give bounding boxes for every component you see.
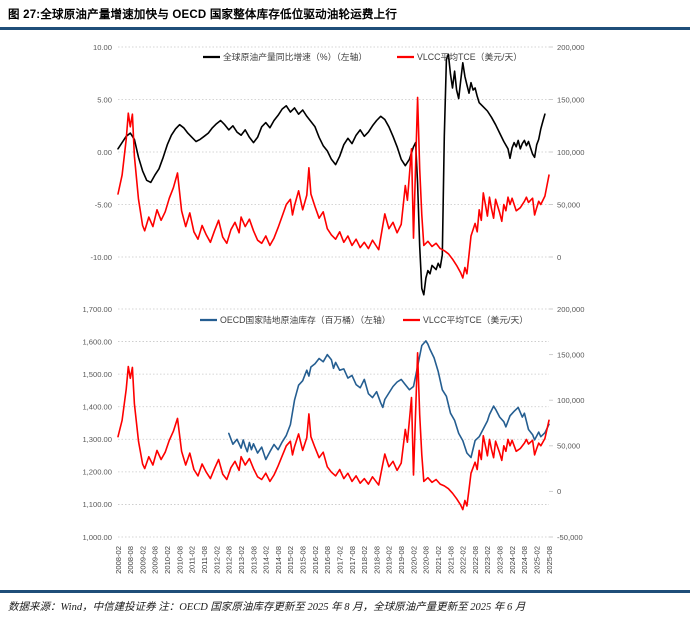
y-axis-tick-right: 200,000 xyxy=(557,43,584,52)
x-axis-tick: 2016-02 xyxy=(311,546,320,574)
x-axis-tick: 2014-08 xyxy=(274,546,283,574)
x-axis-tick: 2022-08 xyxy=(471,546,480,574)
x-axis-tick: 2019-08 xyxy=(397,546,406,574)
y-axis-tick-left: 10.00 xyxy=(93,43,112,52)
x-axis-tick: 2021-08 xyxy=(446,546,455,574)
x-axis-tick: 2024-08 xyxy=(520,546,529,574)
legend-label-production-yoy: 全球原油产量同比增速（%）（左轴） xyxy=(223,51,367,62)
x-axis-tick: 2010-02 xyxy=(163,546,172,574)
x-axis-tick: 2021-02 xyxy=(434,546,443,574)
x-axis-tick: 2009-08 xyxy=(151,546,160,574)
y-axis-tick-right: -50,000 xyxy=(557,533,583,542)
x-axis-tick: 2018-02 xyxy=(360,546,369,574)
y-axis-tick-right: 150,000 xyxy=(557,350,584,359)
y-axis-tick-right: 100,000 xyxy=(557,396,584,405)
x-axis-tick: 2014-02 xyxy=(262,546,271,574)
title-divider xyxy=(0,27,690,30)
y-axis-tick-left: 1,300.00 xyxy=(82,435,112,444)
legend-label-vlcc-tce: VLCC平均TCE（美元/天） xyxy=(423,314,528,325)
series-line-vlcc-tce xyxy=(117,351,550,511)
x-axis-tick: 2015-08 xyxy=(299,546,308,574)
x-axis-tick: 2013-02 xyxy=(237,546,246,574)
y-axis-tick-left: 1,400.00 xyxy=(82,403,112,412)
y-axis-tick-right: 0 xyxy=(557,253,561,262)
y-axis-tick-left: 1,200.00 xyxy=(82,468,112,477)
x-axis-tick: 2010-08 xyxy=(175,546,184,574)
x-axis-tick: 2023-02 xyxy=(483,546,492,574)
series-line-oecd-inventory xyxy=(228,340,550,461)
y-axis-tick-right: 150,000 xyxy=(557,95,584,104)
x-axis-tick: 2012-08 xyxy=(225,546,234,574)
x-axis-tick: 2016-08 xyxy=(323,546,332,574)
series-line-production-yoy xyxy=(117,53,546,296)
x-axis-tick: 2020-08 xyxy=(422,546,431,574)
x-axis-tick: 2012-02 xyxy=(212,546,221,574)
x-axis-tick: 2025-08 xyxy=(545,546,554,574)
legend-label-oecd-inventory: OECD国家陆地原油库存（百万桶）（左轴） xyxy=(220,314,391,325)
x-axis-tick: 2008-08 xyxy=(126,546,135,574)
x-axis-tick: 2025-02 xyxy=(533,546,542,574)
y-axis-tick-left: 5.00 xyxy=(97,95,112,104)
x-axis-tick: 2018-08 xyxy=(372,546,381,574)
x-axis-tick: 2011-02 xyxy=(188,546,197,573)
y-axis-tick-left: 1,000.00 xyxy=(82,533,112,542)
x-axis-tick: 2019-02 xyxy=(385,546,394,574)
y-axis-tick-right: 50,000 xyxy=(557,442,580,451)
y-axis-tick-left: -5.00 xyxy=(95,200,112,209)
x-axis-tick: 2017-02 xyxy=(336,546,345,574)
y-axis-tick-right: 0 xyxy=(557,487,561,496)
footer-divider xyxy=(0,590,690,593)
x-axis-tick: 2017-08 xyxy=(348,546,357,574)
x-axis-tick: 2011-08 xyxy=(200,546,209,573)
y-axis-tick-left: 1,700.00 xyxy=(82,305,112,314)
x-axis-tick: 2013-08 xyxy=(249,546,258,574)
y-axis-tick-right: 50,000 xyxy=(557,200,580,209)
y-axis-tick-left: -10.00 xyxy=(90,253,112,262)
series-line-vlcc-tce xyxy=(117,96,550,279)
legend-label-vlcc-tce: VLCC平均TCE（美元/天） xyxy=(417,51,522,62)
y-axis-tick-right: 100,000 xyxy=(557,148,584,157)
x-axis-tick: 2023-08 xyxy=(496,546,505,574)
y-axis-tick-left: 1,600.00 xyxy=(82,337,112,346)
x-axis-tick: 2020-02 xyxy=(409,546,418,574)
x-axis-tick: 2024-02 xyxy=(508,546,517,574)
y-axis-tick-left: 1,500.00 xyxy=(82,370,112,379)
y-axis-tick-right: 200,000 xyxy=(557,305,584,314)
y-axis-tick-left: 1,100.00 xyxy=(82,500,112,509)
x-axis-tick: 2008-02 xyxy=(114,546,123,574)
source-note: 数据来源：Wind，中信建投证券 注：OECD 国家原油库存更新至 2025 年… xyxy=(8,602,526,613)
x-axis-tick: 2022-02 xyxy=(459,546,468,574)
y-axis-tick-left: 0.00 xyxy=(97,148,112,157)
x-axis-tick: 2015-02 xyxy=(286,546,295,574)
x-axis-tick: 2009-02 xyxy=(138,546,147,574)
figure-title: 图 27:全球原油产量增速加快与 OECD 国家整体库存低位驱动油轮运费上行 xyxy=(8,9,398,21)
